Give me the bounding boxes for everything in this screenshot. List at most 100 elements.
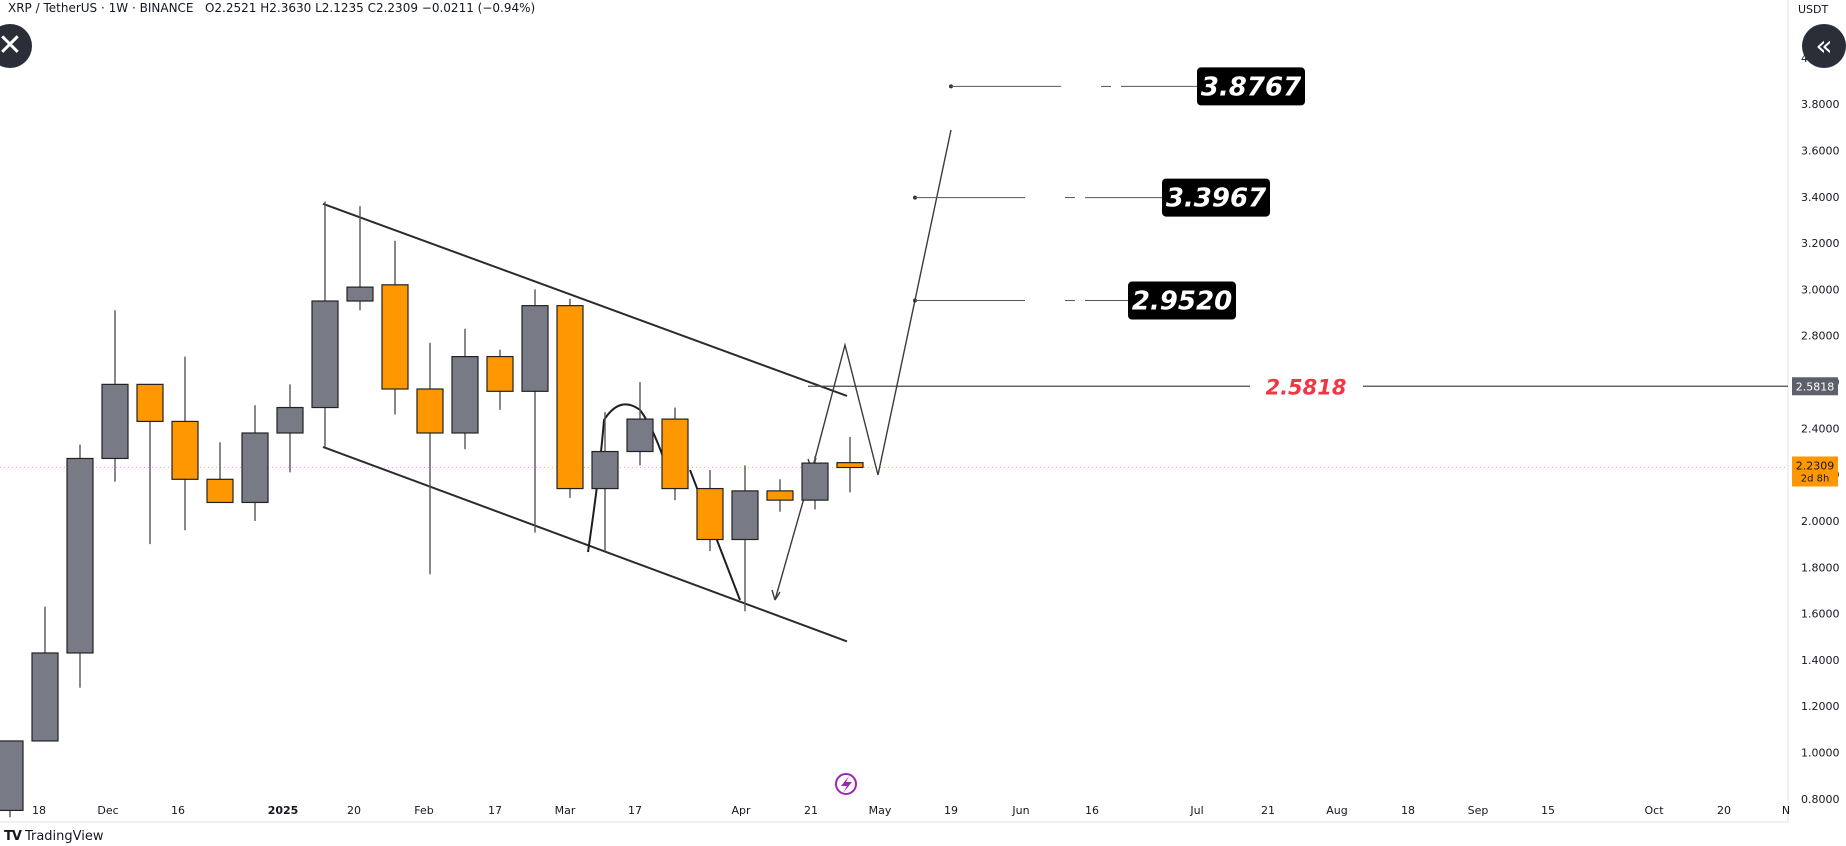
candle [696, 470, 724, 552]
price-tick-label: 1.0000 [1801, 747, 1840, 760]
tradingview-logo-icon: TV [4, 829, 22, 844]
time-tick-label: May [869, 804, 892, 817]
time-tick-label: Feb [414, 804, 433, 817]
candle-body [171, 420, 199, 480]
lightning-icon[interactable] [835, 773, 857, 795]
candle [801, 456, 829, 510]
ohlc-close: C2.2309 [367, 1, 418, 15]
candle-body [311, 300, 339, 409]
key-level-axis-text: 2.5818 [1796, 380, 1835, 393]
time-tick-label: Jun [1011, 804, 1029, 817]
candle-body [0, 740, 24, 812]
candle-body [521, 305, 549, 392]
candle-body [731, 490, 759, 541]
candle [836, 436, 864, 493]
symbol-name[interactable]: XRP / TetherUS [8, 1, 98, 15]
candle-body [591, 450, 619, 490]
candle [766, 479, 794, 512]
candle-body [451, 355, 479, 434]
candle [171, 356, 199, 531]
target-box [1197, 67, 1305, 106]
time-tick-label: 21 [1261, 804, 1275, 817]
target-box [1162, 178, 1270, 217]
ohlc-high: H2.3630 [260, 1, 312, 15]
time-tick-label: 21 [804, 804, 818, 817]
candle-body [836, 462, 864, 469]
channel-lower-line [322, 445, 848, 643]
candle [0, 740, 24, 818]
time-tick-label: Sep [1468, 804, 1489, 817]
arrow-head [771, 589, 781, 601]
candle [136, 383, 164, 545]
ohlc-low: L2.1235 [315, 1, 364, 15]
interval[interactable]: 1W [108, 1, 129, 15]
current-price-axis-text: 2.2309 [1796, 459, 1835, 472]
time-tick-overflow: N [1782, 804, 1790, 817]
time-tick-label: 19 [944, 804, 958, 817]
price-tick-label: 1.4000 [1801, 654, 1840, 667]
candle-body [801, 462, 829, 501]
collapse-panel-button[interactable]: « [1802, 24, 1846, 68]
time-tick-label: Aug [1326, 804, 1347, 817]
candles [0, 201, 864, 818]
time-tick-label: 17 [488, 804, 502, 817]
candle-body [381, 284, 409, 390]
price-tick-label: 3.6000 [1801, 145, 1840, 158]
price-tick-label: 3.4000 [1801, 191, 1840, 204]
target-label: 3.8767 [1201, 72, 1302, 102]
time-axis: 18 Dec 16 2025 20 Feb 17 Mar 17 Apr 21 May 19 Jun 16 Ju… [32, 804, 1790, 817]
candle [276, 384, 304, 473]
candle [206, 442, 234, 504]
candle [241, 405, 269, 521]
candle-body [486, 355, 514, 392]
price-tick-label: 1.6000 [1801, 608, 1840, 621]
price-tick-label: 2.0000 [1801, 515, 1840, 528]
ohlc-change: −0.0211 (−0.94%) [421, 1, 536, 15]
candle [731, 465, 759, 612]
time-tick-label: Apr [731, 804, 751, 817]
time-tick-label: Jul [1189, 804, 1203, 817]
candle-body [136, 383, 164, 423]
price-tick-label: 0.8000 [1801, 793, 1840, 806]
time-tick-label: 16 [1085, 804, 1099, 817]
price-axis: 0.8000 1.0000 1.2000 1.4000 1.6000 1.8000 2.00… [0, 0, 1840, 823]
candle-body [101, 383, 129, 460]
candle-body [416, 388, 444, 434]
candle [101, 310, 129, 482]
price-tick-label: 3.8000 [1801, 98, 1840, 111]
candle [486, 349, 514, 410]
time-tick-label: 18 [32, 804, 46, 817]
close-button[interactable]: ✕ [0, 24, 32, 68]
bar-countdown-text: 2d 8h [1801, 473, 1830, 484]
currency-label[interactable]: USDT [1798, 3, 1829, 16]
time-tick-label: 20 [1717, 804, 1731, 817]
channel-upper-line [322, 202, 848, 397]
key-level-axis-badge [1792, 377, 1838, 396]
double-chevron-left-icon: « [1815, 29, 1833, 62]
candle [661, 407, 689, 501]
candle-body [66, 457, 94, 654]
target-box [1128, 281, 1236, 320]
candle-body [31, 652, 59, 742]
annotation-layer: 2.5818 3.8767 3.3967 2.9520 [322, 67, 1788, 643]
candle [31, 606, 59, 742]
candle [346, 206, 374, 311]
candle [591, 412, 619, 552]
candle-body [556, 305, 584, 490]
symbol-header: XRP / TetherUS · 1W · BINANCE O2.2521 H2… [8, 1, 536, 15]
time-tick-label: 20 [347, 804, 361, 817]
tradingview-logo[interactable]: TV TradingView [4, 829, 103, 844]
price-tick-label: 3.2000 [1801, 237, 1840, 250]
candle [626, 382, 654, 466]
candle [451, 328, 479, 450]
candle [381, 240, 409, 415]
key-level-label: 2.5818 [1265, 375, 1346, 399]
time-tick-label: 2025 [268, 804, 299, 817]
target-label: 3.3967 [1166, 184, 1267, 214]
candle-body [206, 478, 234, 504]
candle-body [661, 418, 689, 490]
time-tick-label: Dec [97, 804, 118, 817]
time-tick-label: 16 [171, 804, 185, 817]
